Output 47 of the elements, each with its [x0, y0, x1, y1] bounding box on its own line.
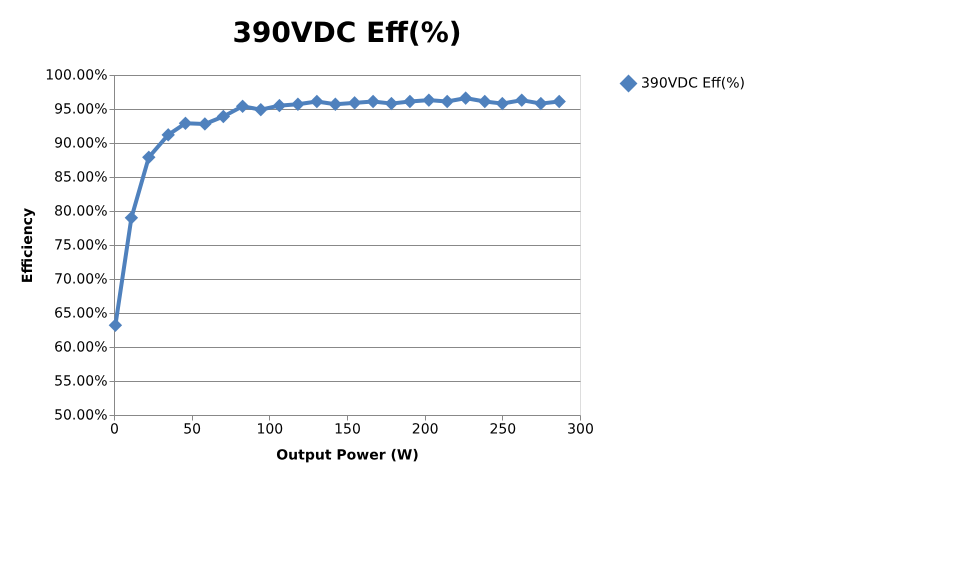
point — [348, 96, 362, 110]
point — [124, 211, 138, 225]
y-axis-title: Efficiency — [20, 208, 36, 284]
point — [458, 91, 472, 105]
point — [403, 94, 417, 108]
point — [142, 150, 156, 164]
x-tick-label: 300 — [567, 422, 594, 438]
point — [478, 94, 492, 108]
y-tick-label: 65.00% — [54, 306, 108, 322]
point — [178, 116, 192, 130]
y-tick-label: 85.00% — [54, 170, 108, 186]
y-tick-label: 90.00% — [54, 136, 108, 152]
point — [162, 128, 175, 142]
y-tick-label: 75.00% — [54, 238, 108, 254]
point — [291, 98, 305, 111]
y-tick-label: 55.00% — [54, 374, 108, 390]
legend-label: 390VDC Eff(%) — [641, 76, 746, 92]
point — [198, 117, 212, 131]
point — [552, 94, 566, 108]
y-tick-label: 70.00% — [54, 272, 108, 288]
x-tick-label: 100 — [256, 422, 284, 438]
point — [310, 94, 324, 108]
point — [422, 93, 436, 107]
point — [254, 102, 268, 116]
x-axis-title: Output Power (W) — [276, 448, 419, 464]
point — [440, 94, 454, 108]
point — [534, 96, 548, 110]
y-tick-label: 50.00% — [54, 408, 108, 424]
point — [515, 93, 528, 107]
point — [328, 98, 342, 111]
point — [236, 100, 250, 113]
point — [384, 96, 398, 110]
y-tick-label: 95.00% — [54, 102, 108, 118]
x-tick-label: 0 — [110, 422, 119, 438]
x-tick-label: 200 — [412, 422, 439, 438]
point — [216, 110, 230, 124]
point — [496, 96, 510, 110]
x-tick-label: 50 — [183, 422, 202, 438]
y-tick-label: 100.00% — [45, 68, 108, 84]
chart-title: 390VDC Eff(%) — [232, 16, 462, 49]
y-tick-label: 80.00% — [54, 204, 108, 220]
x-tick-label: 250 — [489, 422, 516, 438]
point — [272, 98, 286, 112]
point — [366, 94, 380, 108]
point — [108, 318, 122, 332]
x-tick-label: 150 — [334, 422, 361, 438]
y-tick-label: 60.00% — [54, 340, 108, 356]
